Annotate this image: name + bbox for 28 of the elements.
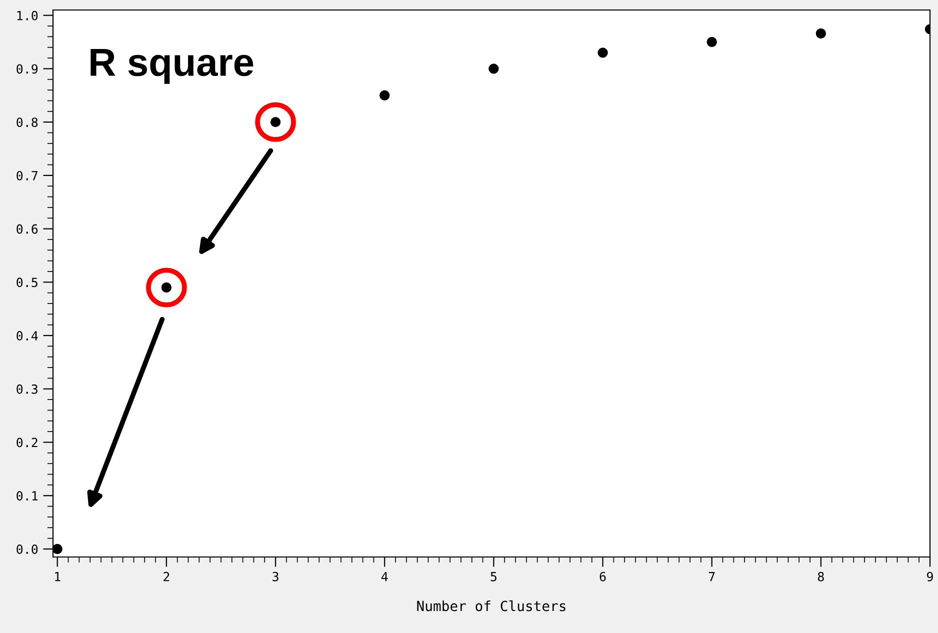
y-tick-label: 0.1 <box>16 491 38 501</box>
y-tick-label: 0.4 <box>16 331 38 340</box>
y-tick-label: 0.3 <box>16 384 38 394</box>
y-tick-label: 0.5 <box>16 278 38 288</box>
y-tick-label: 0.9 <box>16 64 38 74</box>
point <box>706 36 717 48</box>
x-tick-label: 6 <box>600 572 606 582</box>
point <box>53 544 62 554</box>
x-tick-label: 3 <box>272 572 278 582</box>
point <box>380 90 390 100</box>
annotation: R square <box>90 49 254 84</box>
x-tick-label: 7 <box>708 572 715 582</box>
y-tick-label: 1.0 <box>17 10 38 20</box>
x-tick-label: 2 <box>164 572 170 582</box>
point <box>816 28 826 39</box>
x-tick-label: 9 <box>927 572 933 582</box>
y-tick-label: 0.0 <box>16 544 38 554</box>
y-tick-label: 0.2 <box>16 438 38 448</box>
y-tick-label: 0.6 <box>16 224 38 234</box>
x-tick-label: 8 <box>818 572 824 582</box>
x-tick-label: 4 <box>381 572 388 582</box>
x-tick-label: 1 <box>55 572 60 582</box>
y-tick-label: 0.7 <box>16 170 38 180</box>
point <box>488 64 499 74</box>
x-tick-label: 5 <box>490 572 496 582</box>
y-tick-label: 0.8 <box>16 118 38 128</box>
x-axis-title: Number of Clusters <box>417 600 566 612</box>
point <box>598 48 608 58</box>
